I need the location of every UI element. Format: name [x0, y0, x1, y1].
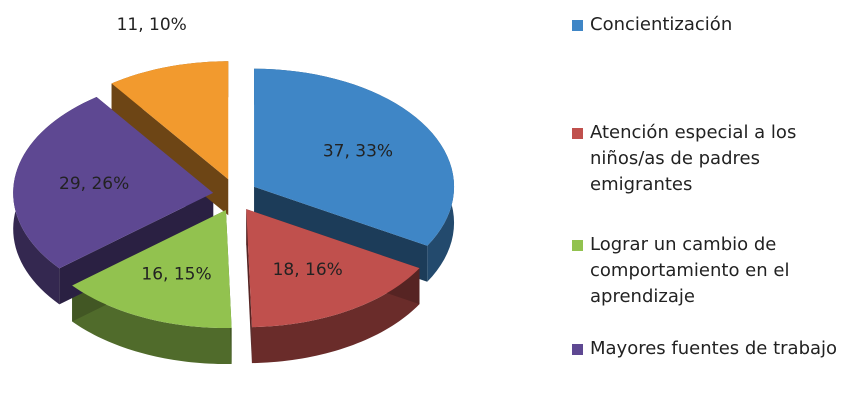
legend-label: Concientización: [590, 14, 733, 35]
slice-side: [251, 268, 420, 364]
slice-side: [72, 285, 232, 365]
slice: [246, 209, 420, 328]
slice: [254, 68, 455, 246]
slice: [13, 97, 214, 269]
slice: [111, 61, 229, 180]
legend-entry: Lograr un cambio de comportamiento en el…: [572, 232, 840, 310]
data-label: 11, 10%: [117, 15, 187, 35]
data-label: 18, 16%: [273, 260, 343, 280]
legend-entry: Mayores fuentes de trabajo: [572, 336, 840, 362]
data-label: 29, 26%: [59, 174, 129, 194]
legend-label: Mayores fuentes de trabajo: [590, 338, 838, 359]
legend-entry: Atención especial a los niños/as de padr…: [572, 120, 840, 198]
legend-swatch: [572, 240, 583, 251]
legend-entry: Concientización: [572, 12, 840, 38]
data-label: 37, 33%: [323, 141, 393, 161]
legend-swatch: [572, 128, 583, 139]
legend-swatch: [572, 344, 583, 355]
legend-swatch: [572, 20, 583, 31]
chart: 37, 33% 18, 16% 16, 15% 29, 26% 11, 10%: [13, 15, 455, 365]
slice-wall: [246, 209, 252, 364]
legend-label: Atención especial a los niños/as de padr…: [590, 122, 797, 195]
legend-label: Lograr un cambio de comportamiento en el…: [590, 234, 790, 307]
data-label: 16, 15%: [141, 265, 211, 285]
slice: [72, 210, 232, 329]
